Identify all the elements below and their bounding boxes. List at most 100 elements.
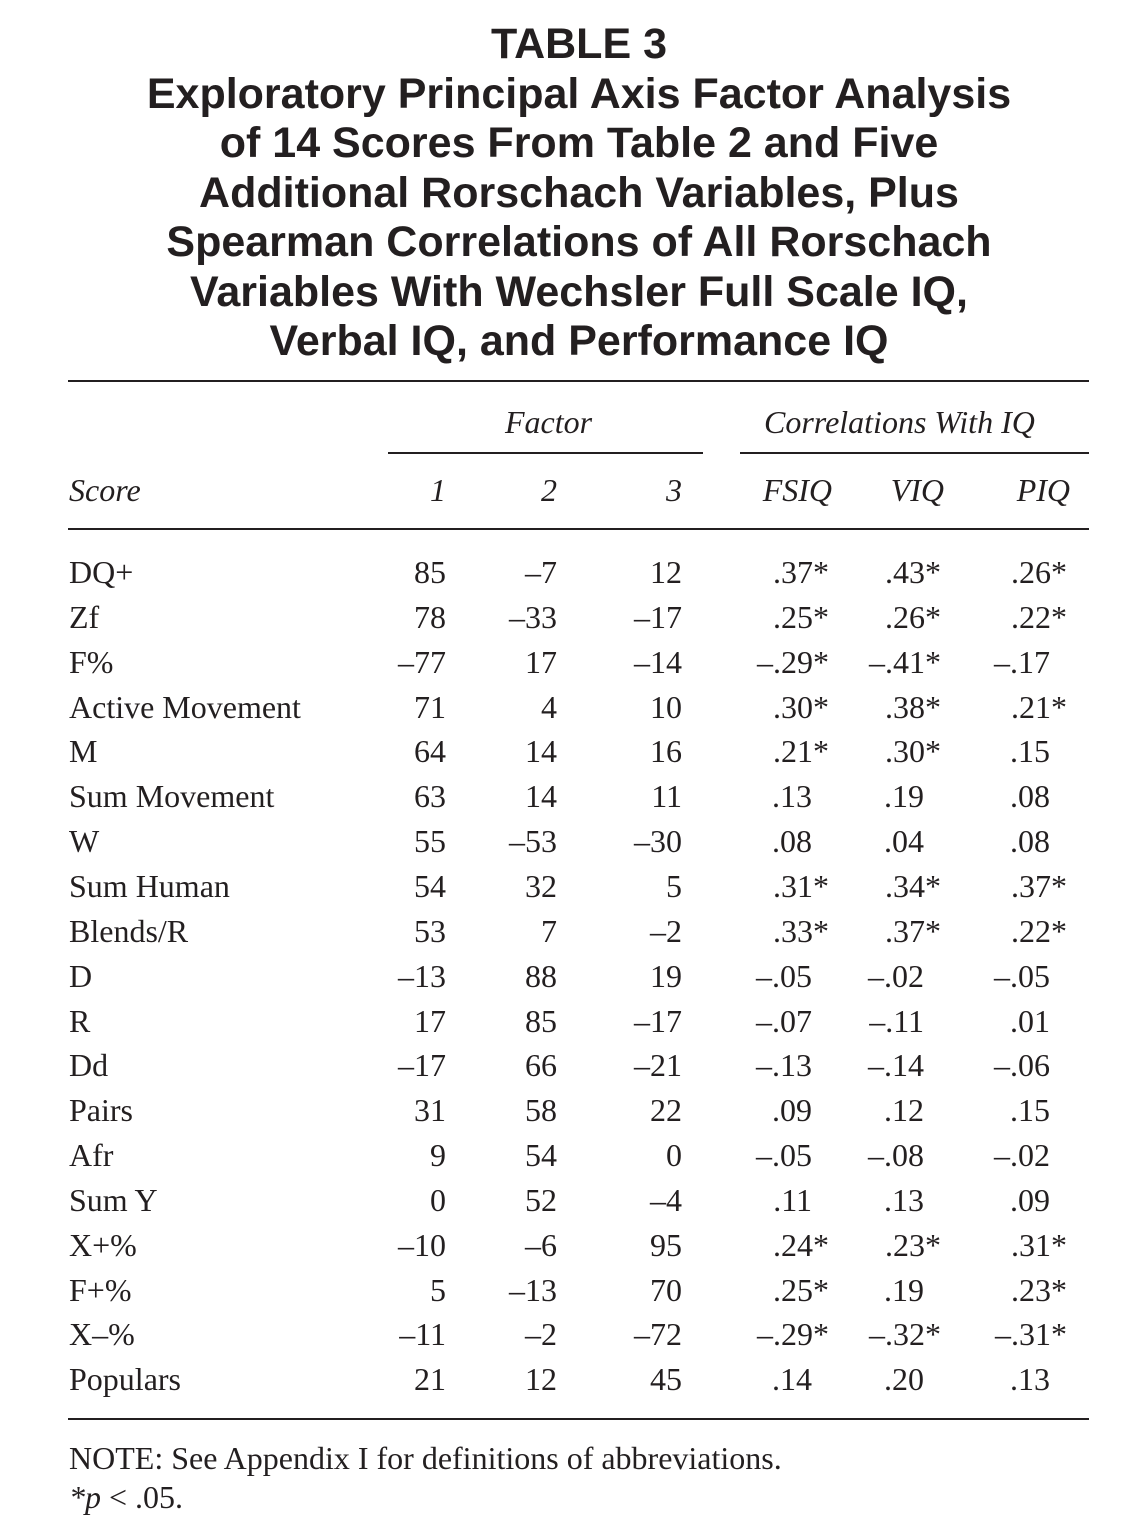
- table-cell: .30*: [885, 733, 941, 770]
- table-cell: –21: [634, 1047, 682, 1084]
- table-cell: 12: [525, 1361, 557, 1398]
- table-cell: .25*: [773, 1271, 829, 1308]
- header-rule: [68, 528, 1089, 530]
- table-cell: 63: [414, 778, 446, 815]
- table-cell: .19: [884, 1271, 924, 1308]
- table-title: TABLE 3 Exploratory Principal Axis Factor…: [0, 20, 1134, 367]
- row-label: F+%: [69, 1271, 132, 1308]
- table-cell: .19: [884, 778, 924, 815]
- table-cell: 5: [430, 1271, 446, 1308]
- table-cell: –.32*: [869, 1316, 941, 1353]
- table-cell: .01: [1010, 1002, 1050, 1039]
- table-cell: .15: [1010, 1092, 1050, 1129]
- table-cell: 4: [541, 688, 557, 725]
- column-header-score: Score: [69, 472, 141, 508]
- table-cell: .31*: [1011, 1226, 1067, 1263]
- table-cell: 7: [541, 912, 557, 949]
- title-line: Verbal IQ, and Performance IQ: [269, 317, 889, 365]
- table-cell: .15: [1010, 733, 1050, 770]
- column-header-3: 3: [666, 472, 682, 508]
- table-cell: .30*: [773, 688, 829, 725]
- bottom-rule: [68, 1418, 1089, 1420]
- table-cell: .37*: [1011, 867, 1067, 904]
- table-cell: .08: [1010, 823, 1050, 860]
- title-line: Additional Rorschach Variables, Plus: [199, 168, 959, 217]
- table-cell: –2: [525, 1316, 557, 1353]
- table-cell: –10: [398, 1226, 446, 1263]
- column-header-2: 2: [541, 472, 557, 508]
- table-cell: 54: [414, 867, 446, 904]
- table-cell: 12: [650, 554, 682, 590]
- table-cell: –.05: [756, 957, 812, 994]
- table-cell: .34*: [885, 867, 941, 904]
- row-label: Sum Y: [69, 1181, 158, 1218]
- row-label: W: [69, 823, 100, 860]
- table-cell: 21: [414, 1361, 446, 1398]
- correlations-group-header: Correlations With IQ: [764, 404, 1035, 440]
- table-cell: –.06: [994, 1047, 1050, 1084]
- table-cell: –.13: [756, 1047, 812, 1084]
- table-cell: –11: [399, 1316, 446, 1353]
- table-cell: –.31*: [995, 1316, 1067, 1353]
- table-cell: –.29*: [757, 1316, 829, 1353]
- table-cell: 85: [414, 554, 446, 590]
- table-cell: 54: [525, 1137, 557, 1174]
- column-header-1: 1: [430, 472, 446, 508]
- table-cell: .38*: [885, 688, 941, 725]
- table-cell: –77: [398, 643, 446, 680]
- table-cell: .11: [773, 1181, 812, 1218]
- table-cell: 85: [525, 1002, 557, 1039]
- table-cell: .21*: [1011, 688, 1067, 725]
- table-cell: .14: [772, 1361, 812, 1398]
- row-label: Active Movement: [69, 688, 301, 725]
- title-line: Exploratory Principal Axis Factor Analys…: [146, 69, 1012, 118]
- table-cell: .22*: [1011, 598, 1067, 635]
- table-cell: .08: [1010, 778, 1050, 815]
- table-cell: .26*: [1011, 554, 1067, 590]
- significance-symbol: *p: [69, 1479, 101, 1515]
- table-cell: –.05: [756, 1137, 812, 1174]
- row-label: Sum Human: [69, 867, 230, 904]
- row-label: X–%: [69, 1316, 135, 1353]
- table-cell: 78: [414, 598, 446, 635]
- table-cell: .09: [1010, 1181, 1050, 1218]
- table-cell: –33: [509, 598, 557, 635]
- row-label: DQ+: [69, 554, 134, 590]
- table-cell: 22: [650, 1092, 682, 1129]
- table-cell: 32: [525, 867, 557, 904]
- title-line: Spearman Correlations of All Rorschach: [166, 218, 992, 266]
- table-cell: –.11: [869, 1002, 924, 1039]
- table-cell: 95: [650, 1226, 682, 1263]
- row-label: Afr: [69, 1137, 114, 1174]
- table-cell: .21*: [773, 733, 829, 770]
- table-cell: 88: [525, 957, 557, 994]
- table-cell: .43*: [885, 554, 941, 590]
- table-cell: .20: [884, 1361, 924, 1398]
- table-cell: –17: [398, 1047, 446, 1084]
- table-cell: –2: [650, 912, 682, 949]
- table-cell: –14: [634, 643, 682, 680]
- table-cell: –30: [634, 823, 682, 860]
- table-cell: –17: [634, 1002, 682, 1039]
- table-cell: –.14: [868, 1047, 924, 1084]
- row-label: Populars: [69, 1361, 181, 1398]
- table-cell: .24*: [773, 1226, 829, 1263]
- row-label: Blends/R: [69, 912, 189, 949]
- table-cell: –.05: [994, 957, 1050, 994]
- table-cell: –4: [650, 1181, 682, 1218]
- title-line: TABLE 3: [491, 20, 667, 68]
- table-cell: .37*: [885, 912, 941, 949]
- table-cell: 71: [414, 688, 446, 725]
- table-cell: .22*: [1011, 912, 1067, 949]
- table-cell: 0: [430, 1181, 446, 1218]
- table-cell: .04: [884, 823, 924, 860]
- table-cell: 11: [651, 778, 682, 815]
- column-header-viq: VIQ: [890, 472, 944, 508]
- table-cell: 17: [525, 643, 557, 680]
- row-label: R: [69, 1002, 91, 1039]
- table-cell: –72: [634, 1316, 682, 1353]
- table-cell: .12: [884, 1092, 924, 1129]
- table-cell: 19: [650, 957, 682, 994]
- table-cell: –13: [398, 957, 446, 994]
- table-cell: .13: [772, 778, 812, 815]
